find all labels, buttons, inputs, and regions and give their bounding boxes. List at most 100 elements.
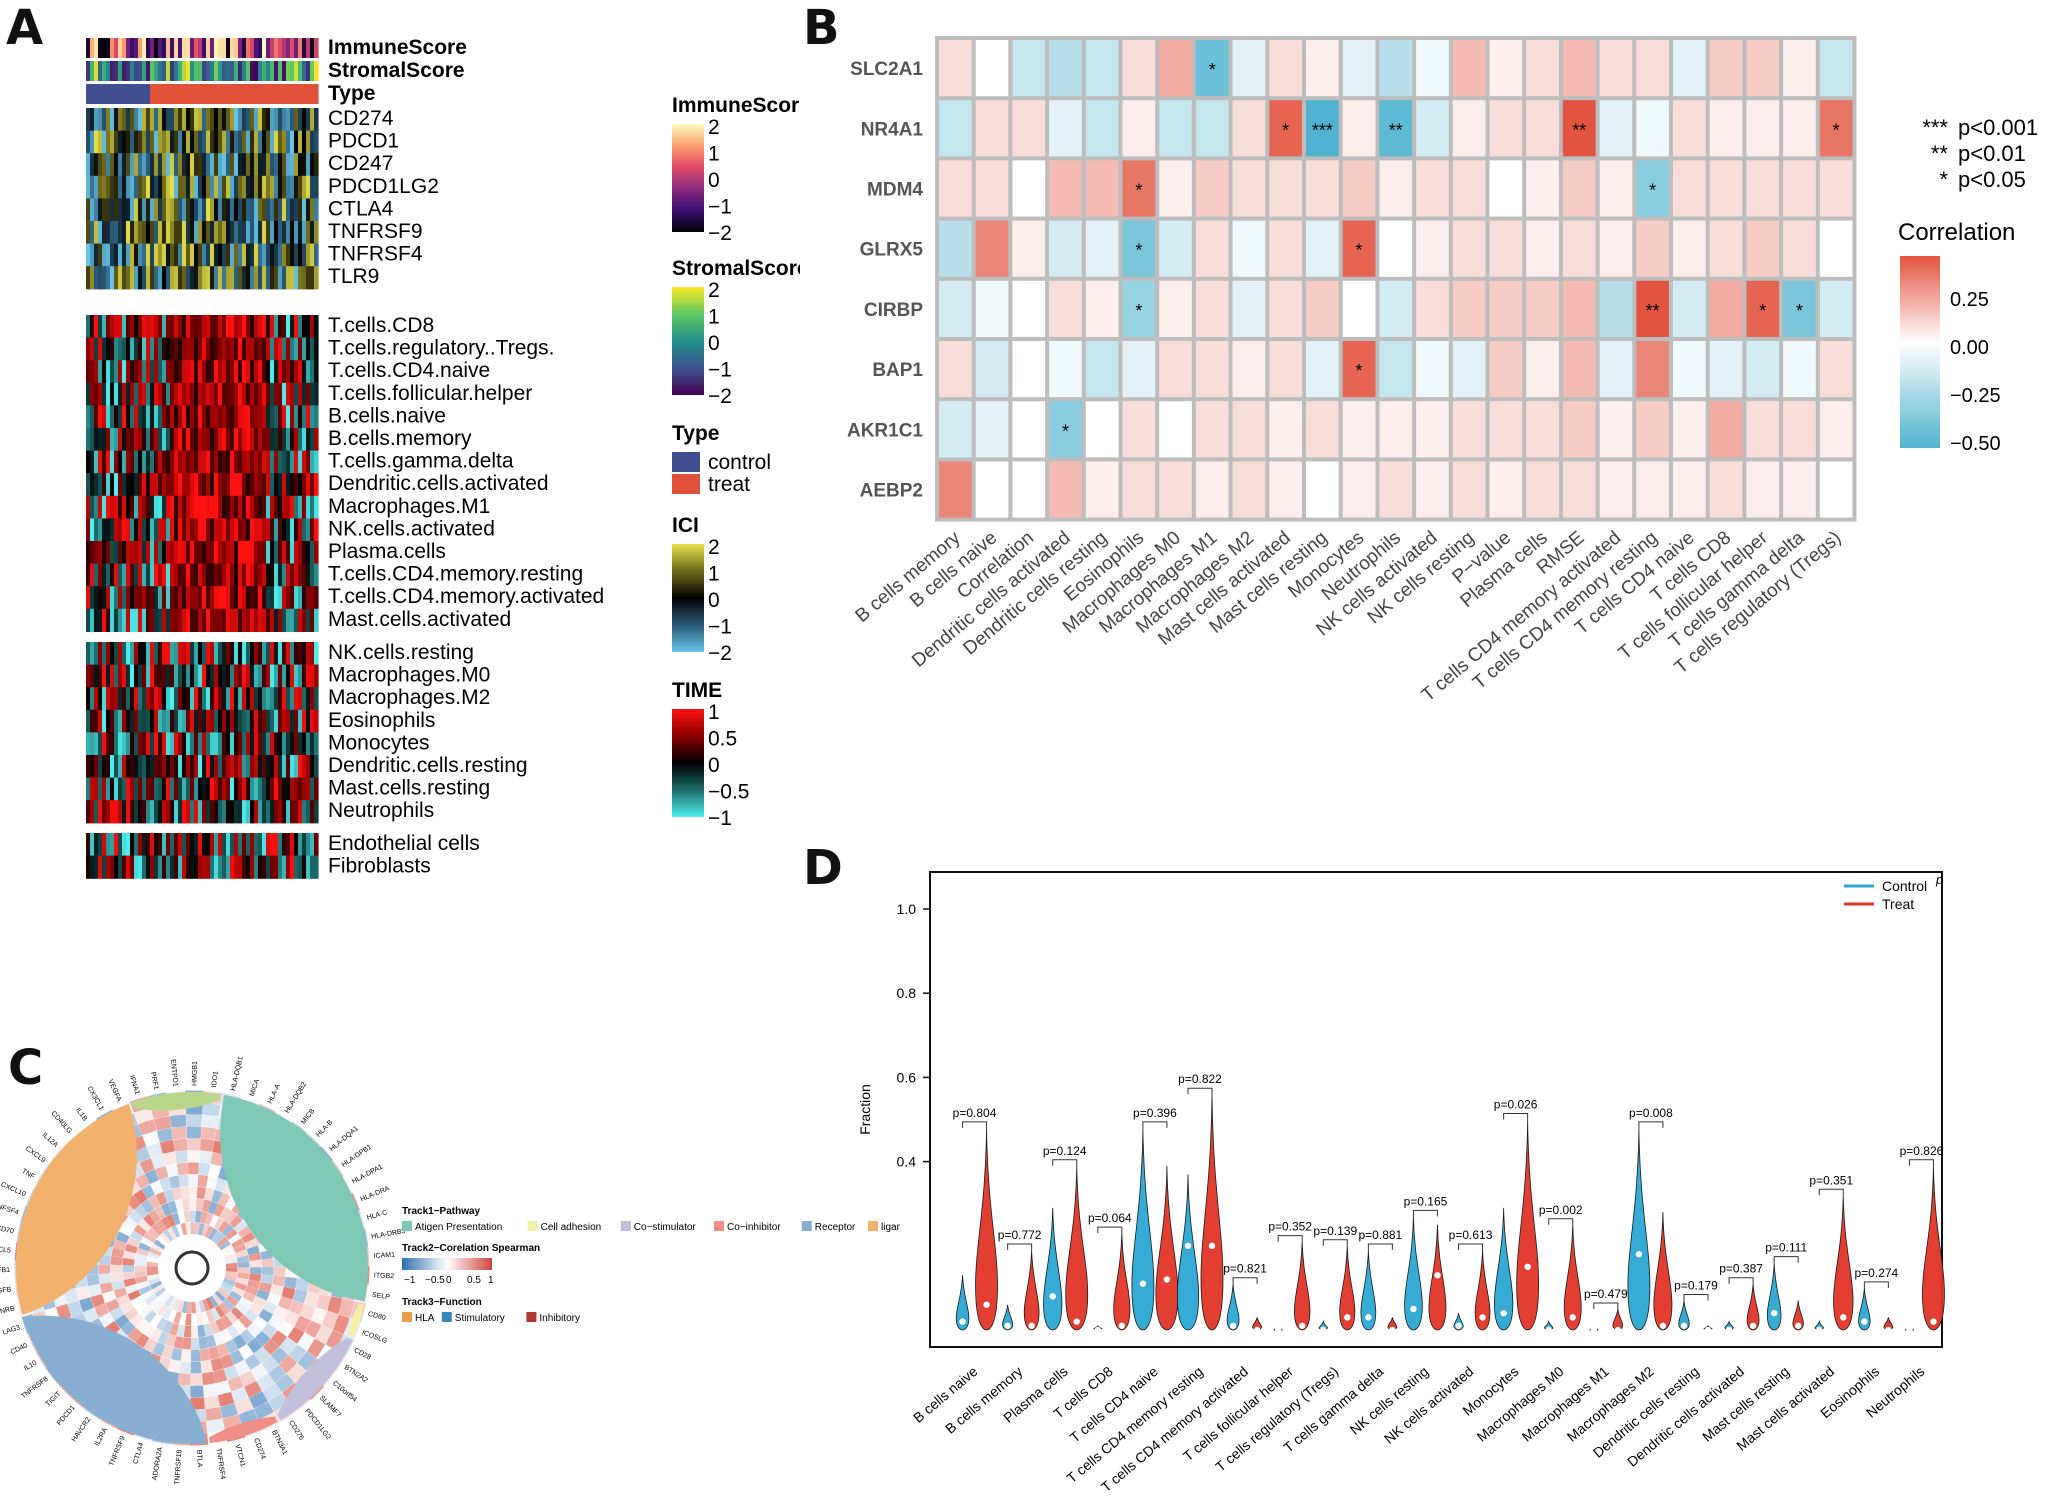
circos-cell — [147, 1227, 160, 1240]
circos-cell — [278, 1355, 298, 1374]
circos-cell — [197, 1324, 206, 1338]
circos-cell — [322, 1311, 339, 1330]
violin-control-median — [1004, 1322, 1011, 1329]
circos-cell — [146, 1142, 163, 1158]
heatmap-cell — [1783, 461, 1816, 518]
heatmap-cell — [1673, 341, 1706, 398]
heatmap-cell — [1746, 280, 1780, 337]
time-block-1 — [86, 315, 319, 632]
legend-tick: 1 — [708, 143, 720, 166]
circos-cell — [325, 1329, 344, 1351]
circos-cell — [214, 1178, 228, 1193]
p-value-bracket — [1908, 1159, 1934, 1166]
heatmap-cell — [975, 220, 1009, 277]
circos-cell — [198, 1162, 211, 1176]
heatmap-cell — [975, 461, 1009, 518]
circos-cell — [88, 1284, 102, 1297]
heatmap-cell — [1452, 401, 1486, 458]
circos-cell — [261, 1323, 278, 1339]
annotation-label: Type — [328, 82, 375, 105]
track1-swatch — [801, 1221, 812, 1231]
p-value-bracket — [1863, 1281, 1889, 1288]
circos-gene-label: CD274 — [252, 1437, 266, 1460]
circos-gene-label: MICB — [300, 1107, 316, 1125]
circos-gene-label: TGFB1 — [0, 1267, 10, 1274]
circos-cell — [253, 1316, 268, 1331]
heatmap-cell — [1489, 280, 1523, 337]
circos-cell — [190, 1222, 196, 1235]
legend-colorbar-stromal — [672, 287, 704, 395]
circos-cell — [143, 1231, 157, 1244]
circos-cell — [176, 1223, 184, 1237]
circos-cell — [196, 1186, 206, 1200]
correlation-tick: 0.25 — [1950, 289, 1989, 311]
circos-cell — [248, 1252, 261, 1262]
circos-gene-label: LAG3 — [2, 1324, 21, 1336]
correlation-legend-title: Correlation — [1898, 219, 2015, 246]
violin-control-median — [1229, 1322, 1237, 1329]
track1-label: Co−stimulator — [634, 1222, 697, 1233]
circos-gene-label: C10orf54 — [331, 1380, 358, 1404]
heatmap-cell — [1159, 160, 1192, 217]
circos-cell — [224, 1210, 238, 1224]
circos-gene-label: TIGIT — [45, 1390, 63, 1408]
heatmap-cell — [1232, 280, 1266, 337]
circos-cell — [157, 1304, 169, 1318]
heatmap-cell — [1746, 160, 1780, 217]
pathway-arc — [209, 1416, 278, 1444]
heatmap-cell — [1085, 160, 1119, 217]
heatmap-cell — [1709, 341, 1743, 398]
circos-cell — [205, 1334, 217, 1348]
panel-d-violin: 1.0 0.8 0.6 0.4 Fraction Control Treat p p=0.804… — [857, 871, 1945, 1495]
heatmap-cell — [1342, 280, 1376, 337]
violin-treat-median — [1163, 1276, 1171, 1283]
circos-cell — [220, 1403, 239, 1419]
violin-control — [955, 1275, 970, 1331]
heatmap-cell — [1379, 341, 1413, 398]
circos-cell — [199, 1348, 211, 1362]
circos-cell — [167, 1200, 178, 1214]
circos-gene-label: HLA-DPA1 — [351, 1163, 384, 1185]
row-label-BAP1: BAP1 — [872, 360, 923, 381]
circos-cell — [213, 1369, 228, 1384]
heatmap-cell — [1489, 461, 1523, 518]
circos-cell — [179, 1312, 187, 1326]
heatmap-cell — [1379, 40, 1413, 97]
circos-gene-label: HLA-A — [267, 1083, 282, 1105]
circos-cell — [200, 1360, 213, 1374]
ici-block — [86, 108, 319, 290]
heatmap-cell — [1526, 461, 1559, 518]
legend-tick: 2 — [708, 536, 720, 559]
heatmap-cell — [1342, 40, 1376, 97]
heatmap-cell — [1599, 341, 1633, 398]
heatmap-cell — [1049, 220, 1082, 277]
circos-cell — [177, 1211, 186, 1224]
heatmap-cell — [1599, 280, 1633, 337]
circos-gene-label: SLAMF7 — [318, 1395, 342, 1419]
legend-tick: 1 — [708, 563, 720, 586]
circos-cell — [208, 1227, 218, 1240]
circos-cell — [146, 1256, 160, 1263]
circos-cell — [114, 1314, 130, 1329]
sig-legend-text: p<0.05 — [1958, 167, 2026, 192]
circos-cell — [196, 1313, 204, 1326]
heatmap-cell — [1783, 401, 1816, 458]
circos-cell — [315, 1325, 333, 1345]
y-axis-label: Fraction — [857, 1084, 873, 1135]
circos-cell — [180, 1349, 191, 1362]
circos-cell — [126, 1236, 141, 1248]
significance-star: * — [1356, 241, 1363, 261]
circos-gene-label: HLA-DRA — [360, 1185, 391, 1203]
heatmap-cell — [1122, 341, 1156, 398]
heatmap-cell — [1819, 160, 1853, 217]
circos-cell — [167, 1227, 177, 1240]
heatmap-cell — [1049, 100, 1082, 157]
circos-cell — [279, 1337, 297, 1355]
circos-cell — [168, 1175, 180, 1189]
spearman-tick: −0.5 — [425, 1275, 445, 1286]
circos-gene-label: TNFRSF9 — [108, 1435, 126, 1467]
circos-cell — [288, 1344, 307, 1363]
circos-cell — [338, 1298, 355, 1318]
circos-cell — [163, 1229, 174, 1242]
circos-cell — [135, 1333, 150, 1348]
